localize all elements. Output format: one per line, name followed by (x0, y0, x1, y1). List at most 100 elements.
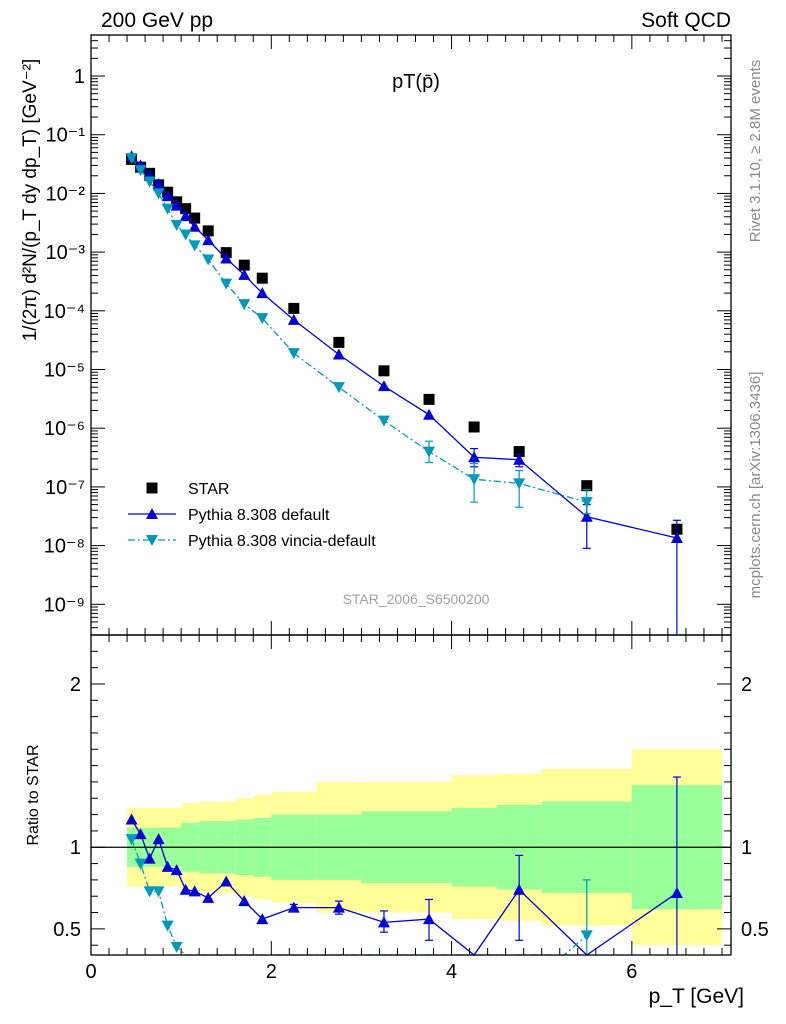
main-data-point (580, 510, 593, 522)
main-panel-frame (90, 34, 732, 636)
ratio-data-point (513, 883, 526, 895)
mcplots-reference-label: mcplots.cern.ch [arXiv:1306.3436] (747, 372, 764, 599)
x-tick-label: 6 (626, 961, 637, 983)
main-y-tick-label: 10⁻⁹ (44, 594, 85, 616)
ratio-data-point (423, 913, 436, 925)
main-data-point (202, 254, 215, 266)
axis-tick-labels: 10⁻⁹ 10⁻⁸ 10⁻⁷ 10⁻⁶ 10⁻⁵ 10⁻⁴ 10⁻³ 10⁻² 10⁻¹ 1 0 2 4… (44, 66, 769, 983)
ratio-data-point (332, 901, 345, 913)
main-data-point (581, 480, 593, 492)
axis-ticks (90, 34, 731, 955)
x-tick-label: 4 (446, 961, 457, 983)
main-y-tick-label: 1 (74, 66, 85, 88)
main-data-point (125, 153, 138, 165)
analysis-watermark: STAR_2006_S6500200 (343, 591, 490, 607)
ratio-y-tick-label-right: 0.5 (741, 919, 769, 941)
main-data-point (143, 176, 156, 188)
main-data-point (220, 252, 233, 264)
ratio-data-point (287, 901, 300, 913)
header-left-label: 200 GeV pp (101, 9, 213, 32)
ratio-y-axis-title: Ratio to STAR (25, 744, 42, 845)
main-data-point (188, 240, 201, 252)
x-tick-label: 2 (266, 961, 277, 983)
ratio-data-point (125, 834, 138, 846)
legend-label: Pythia 8.308 vincia-default (188, 533, 376, 550)
main-data-point (580, 497, 593, 509)
main-data-point (332, 382, 345, 394)
main-data-point (238, 259, 250, 271)
main-data-point (179, 210, 192, 222)
main-y-axis-title: 1/(2π) d²N/(p_T dy dp_T) [GeV⁻²] (20, 59, 41, 342)
plot-frames (90, 34, 732, 956)
main-data-point (288, 302, 300, 314)
ratio-data-point (161, 920, 174, 932)
header-right-label: Soft QCD (641, 9, 731, 32)
ratio-data-point (152, 833, 165, 845)
main-data-point (161, 190, 174, 202)
ratio-data-point (170, 941, 183, 953)
legend: STAR Pythia 8.308 default Pythia 8.308 vin… (128, 481, 376, 550)
main-data-point (202, 225, 214, 237)
ratio-data-point (670, 886, 683, 898)
ratio-data-point (179, 883, 192, 895)
main-data-point (152, 188, 165, 200)
ratio-data-point (143, 852, 156, 864)
main-data-point (202, 234, 215, 246)
main-data-point (513, 478, 526, 490)
main-panel-marks (125, 150, 683, 635)
ratio-data-point (143, 886, 156, 898)
ratio-panel-frame (90, 634, 732, 956)
main-data-point (287, 313, 300, 325)
main-data-point (238, 268, 251, 280)
main-data-point (377, 380, 390, 392)
ratio-series-line (130, 838, 588, 956)
main-data-point (423, 393, 435, 405)
main-data-point (170, 219, 183, 231)
main-y-tick-label: 10⁻⁴ (44, 301, 85, 323)
ratio-y-tick-label-left: 2 (70, 674, 81, 696)
legend-marker (146, 482, 158, 494)
main-data-point (256, 287, 269, 299)
ratio-y-tick-label-left: 0.5 (53, 919, 81, 941)
main-data-point (378, 365, 390, 377)
legend-marker (146, 535, 158, 546)
ratio-data-point (134, 828, 147, 840)
main-data-point (377, 415, 390, 427)
main-data-point (189, 212, 201, 224)
main-data-point (220, 278, 233, 290)
ratio-data-point (256, 913, 269, 925)
main-y-tick-label: 10⁻² (46, 183, 86, 205)
main-y-tick-label: 10⁻¹ (46, 125, 86, 147)
ratio-data-point (161, 860, 174, 872)
main-data-point (423, 446, 436, 458)
main-data-point (468, 421, 480, 433)
ratio-data-point (202, 891, 215, 903)
main-data-point (513, 453, 526, 465)
main-plot-title: pT(p̄) (392, 71, 440, 93)
ratio-data-point (238, 895, 251, 907)
main-data-point (513, 446, 525, 458)
main-data-point (332, 348, 345, 360)
main-y-tick-label: 10⁻⁷ (45, 477, 85, 499)
ratio-data-point (580, 930, 593, 942)
main-data-point (180, 203, 192, 215)
legend-label: Pythia 8.308 default (188, 507, 330, 524)
ratio-data-point (220, 875, 233, 887)
ratio-data-point (134, 858, 147, 870)
main-data-point (188, 220, 201, 232)
x-axis-title: p_T [GeV] (649, 985, 744, 1008)
main-data-point (170, 199, 183, 211)
main-data-point (468, 474, 481, 486)
rivet-version-label: Rivet 3.1.10, ≥ 2.8M events (747, 60, 764, 243)
legend-marker (146, 508, 158, 519)
main-data-point (256, 313, 269, 325)
main-data-point (468, 451, 481, 463)
main-data-point (423, 408, 436, 420)
main-y-tick-label: 10⁻⁶ (44, 418, 85, 440)
main-y-tick-label: 10⁻⁸ (44, 536, 85, 558)
legend-label: STAR (188, 481, 229, 498)
main-data-point (179, 229, 192, 241)
main-data-point (134, 165, 147, 177)
main-data-point (161, 203, 174, 215)
